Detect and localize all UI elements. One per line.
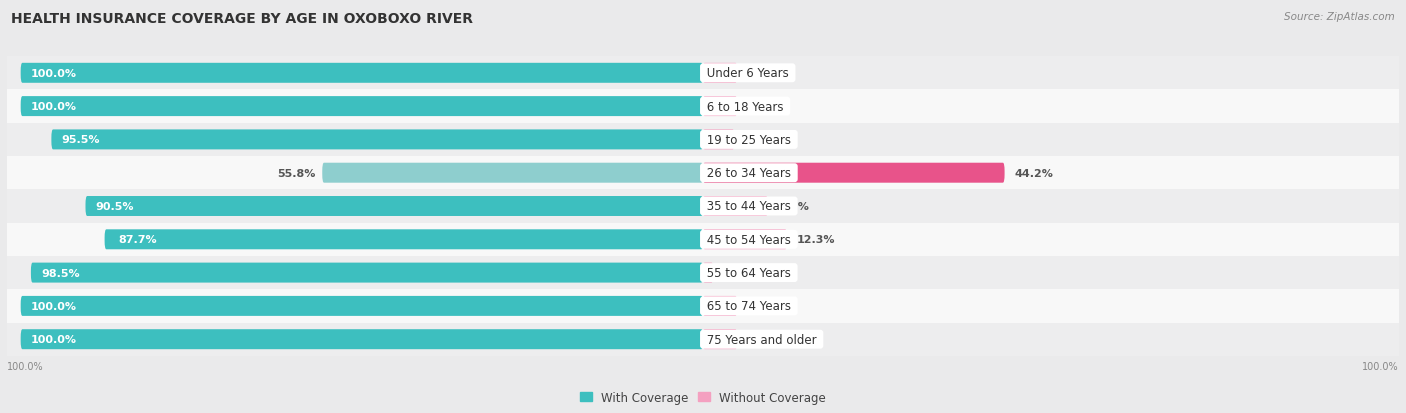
FancyBboxPatch shape xyxy=(21,64,703,83)
Text: 100.0%: 100.0% xyxy=(7,361,44,371)
Text: 0.0%: 0.0% xyxy=(748,69,778,78)
Text: 0.0%: 0.0% xyxy=(748,102,778,112)
Text: 6 to 18 Years: 6 to 18 Years xyxy=(703,100,787,113)
Text: 26 to 34 Years: 26 to 34 Years xyxy=(703,167,794,180)
Text: 100.0%: 100.0% xyxy=(31,102,77,112)
Text: Source: ZipAtlas.com: Source: ZipAtlas.com xyxy=(1284,12,1395,22)
Text: 65 to 74 Years: 65 to 74 Years xyxy=(703,300,794,313)
Text: 100.0%: 100.0% xyxy=(1362,361,1399,371)
Bar xyxy=(7,57,1399,90)
Text: 44.2%: 44.2% xyxy=(1015,168,1053,178)
FancyBboxPatch shape xyxy=(104,230,703,250)
Text: 87.7%: 87.7% xyxy=(118,235,157,245)
Text: 12.3%: 12.3% xyxy=(797,235,835,245)
FancyBboxPatch shape xyxy=(322,163,703,183)
FancyBboxPatch shape xyxy=(703,296,737,316)
FancyBboxPatch shape xyxy=(31,263,703,283)
FancyBboxPatch shape xyxy=(52,130,703,150)
Bar xyxy=(7,323,1399,356)
Text: 55.8%: 55.8% xyxy=(277,168,315,178)
Bar xyxy=(7,90,1399,123)
Bar xyxy=(7,123,1399,157)
Text: Under 6 Years: Under 6 Years xyxy=(703,67,793,80)
Text: 100.0%: 100.0% xyxy=(31,301,77,311)
Text: 0.0%: 0.0% xyxy=(748,335,778,344)
FancyBboxPatch shape xyxy=(703,263,713,283)
Text: HEALTH INSURANCE COVERAGE BY AGE IN OXOBOXO RIVER: HEALTH INSURANCE COVERAGE BY AGE IN OXOB… xyxy=(11,12,474,26)
Text: 1.5%: 1.5% xyxy=(724,268,754,278)
Text: 90.5%: 90.5% xyxy=(96,202,134,211)
Text: 35 to 44 Years: 35 to 44 Years xyxy=(703,200,794,213)
Text: 98.5%: 98.5% xyxy=(41,268,80,278)
FancyBboxPatch shape xyxy=(703,163,1004,183)
Bar xyxy=(7,157,1399,190)
FancyBboxPatch shape xyxy=(21,97,703,117)
FancyBboxPatch shape xyxy=(703,97,737,117)
Text: 19 to 25 Years: 19 to 25 Years xyxy=(703,133,794,147)
FancyBboxPatch shape xyxy=(703,230,787,250)
FancyBboxPatch shape xyxy=(703,330,737,349)
FancyBboxPatch shape xyxy=(703,130,734,150)
Text: 4.6%: 4.6% xyxy=(745,135,776,145)
Legend: With Coverage, Without Coverage: With Coverage, Without Coverage xyxy=(575,386,831,408)
Text: 95.5%: 95.5% xyxy=(62,135,100,145)
Text: 55 to 64 Years: 55 to 64 Years xyxy=(703,266,794,280)
FancyBboxPatch shape xyxy=(21,296,703,316)
Text: 45 to 54 Years: 45 to 54 Years xyxy=(703,233,794,246)
FancyBboxPatch shape xyxy=(86,197,703,216)
Bar xyxy=(7,256,1399,290)
Text: 100.0%: 100.0% xyxy=(31,69,77,78)
FancyBboxPatch shape xyxy=(703,64,737,83)
Bar xyxy=(7,290,1399,323)
Bar xyxy=(7,223,1399,256)
Text: 75 Years and older: 75 Years and older xyxy=(703,333,820,346)
Bar xyxy=(7,190,1399,223)
Text: 0.0%: 0.0% xyxy=(748,301,778,311)
Text: 100.0%: 100.0% xyxy=(31,335,77,344)
Text: 9.5%: 9.5% xyxy=(778,202,808,211)
FancyBboxPatch shape xyxy=(703,197,768,216)
FancyBboxPatch shape xyxy=(21,330,703,349)
